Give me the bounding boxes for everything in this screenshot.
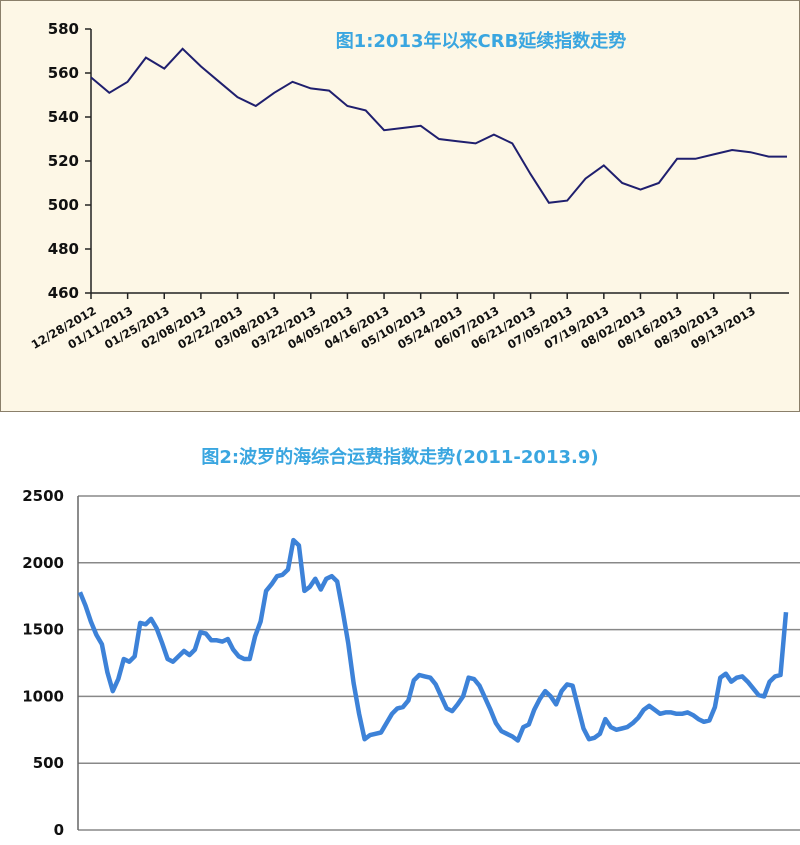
y-tick-label: 500 [33, 754, 64, 772]
y-tick-label: 500 [48, 196, 79, 214]
bdi-chart: 图2:波罗的海综合运费指数走势(2011-2013.9) 0 500 1000 150… [22, 446, 800, 839]
y-tick-label: 480 [48, 240, 79, 258]
panel-separator [0, 412, 800, 418]
y-tick-label: 460 [48, 284, 79, 302]
y-tick-label: 540 [48, 108, 79, 126]
y-tick-label: 580 [48, 20, 79, 38]
y-tick-label: 560 [48, 64, 79, 82]
y-tick-label: 1000 [22, 687, 64, 705]
chart-panel-bdi: 图2:波罗的海综合运费指数走势(2011-2013.9) 0 500 1000 150… [0, 418, 800, 845]
y-tick-label: 0 [54, 821, 64, 839]
y-tick-label: 2000 [22, 554, 64, 572]
y-tick-label: 520 [48, 152, 79, 170]
chart-title: 图1:2013年以来CRB延续指数走势 [336, 30, 627, 52]
crb-series-line [90, 47, 787, 204]
chart-title: 图2:波罗的海综合运费指数走势(2011-2013.9) [201, 446, 598, 468]
y-tick-label: 2500 [22, 487, 64, 505]
crb-chart: 图1:2013年以来CRB延续指数走势 460 480 500 520 540 560 58… [29, 20, 789, 352]
bdi-series-line [77, 537, 789, 743]
y-tick-label: 1500 [22, 621, 64, 639]
chart-panel-crb: 图1:2013年以来CRB延续指数走势 460 480 500 520 540 560 58… [0, 0, 800, 412]
